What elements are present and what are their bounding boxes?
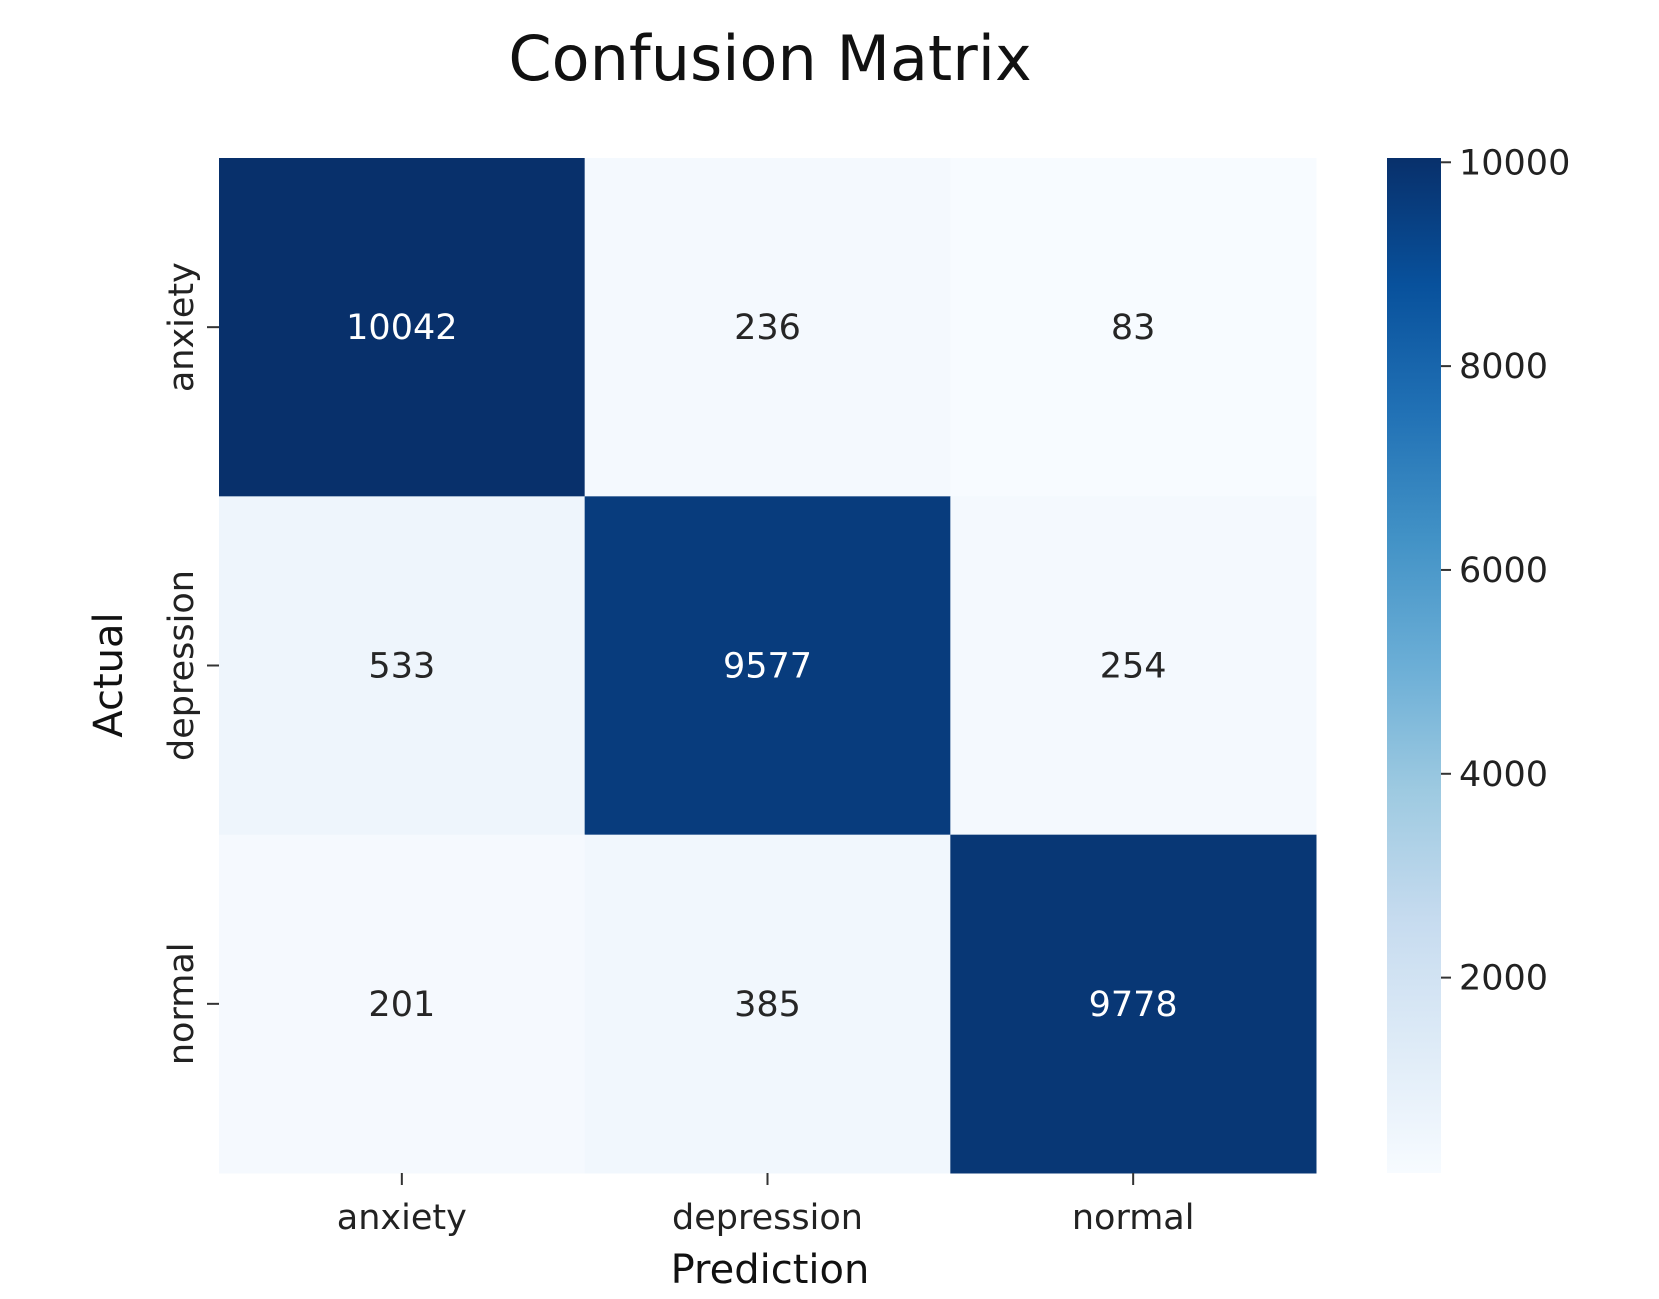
heatmap-cell-labels: 10042 236 83 533 9577 254 201 385 9778 <box>346 308 1178 1025</box>
y-tick-label: depression <box>162 570 202 761</box>
colorbar-tick-label: 6000 <box>1459 551 1548 591</box>
heatmap-cell <box>950 496 1317 836</box>
heatmap-cell <box>219 158 586 497</box>
y-tick-label: normal <box>162 943 202 1066</box>
heatmap-cell-value: 533 <box>368 647 435 687</box>
colorbar-tick-label: 2000 <box>1459 959 1548 999</box>
heatmap-cell-value: 201 <box>368 985 435 1025</box>
colorbar-tick-label: 8000 <box>1459 347 1548 387</box>
y-axis-ticks: anxiety depression normal <box>162 262 219 1065</box>
y-axis-label: Actual <box>86 612 132 737</box>
heatmap-cell <box>584 496 951 836</box>
heatmap-cell <box>219 496 586 836</box>
heatmap-cell-value: 9778 <box>1089 985 1178 1025</box>
x-axis-label: Prediction <box>671 1247 870 1293</box>
x-tick-label: normal <box>1072 1198 1195 1238</box>
chart-title: Confusion Matrix <box>508 22 1031 95</box>
heatmap-cell <box>584 834 951 1174</box>
x-tick-label: anxiety <box>337 1198 467 1238</box>
colorbar <box>1387 158 1441 1173</box>
heatmap-cell-value: 385 <box>734 985 801 1025</box>
heatmap-cell <box>584 158 951 497</box>
heatmap-cell-value: 83 <box>1111 308 1156 348</box>
heatmap-cell-value: 254 <box>1100 647 1167 687</box>
heatmap-cell <box>950 834 1317 1174</box>
colorbar-ticks: 2000 4000 6000 8000 10000 <box>1441 143 1570 999</box>
heatmap-cell-value: 9577 <box>723 647 812 687</box>
heatmap-cell-value: 236 <box>734 308 801 348</box>
heatmap-cell-value: 10042 <box>346 308 457 348</box>
heatmap-cell <box>950 158 1317 497</box>
x-axis-ticks: anxiety depression normal <box>337 1173 1195 1238</box>
colorbar-tick-label: 4000 <box>1459 755 1548 795</box>
heatmap-cells <box>219 158 1317 1174</box>
x-tick-label: depression <box>672 1198 863 1238</box>
colorbar-tick-label: 10000 <box>1459 143 1570 183</box>
y-tick-label: anxiety <box>162 262 202 392</box>
heatmap-cell <box>219 834 586 1174</box>
